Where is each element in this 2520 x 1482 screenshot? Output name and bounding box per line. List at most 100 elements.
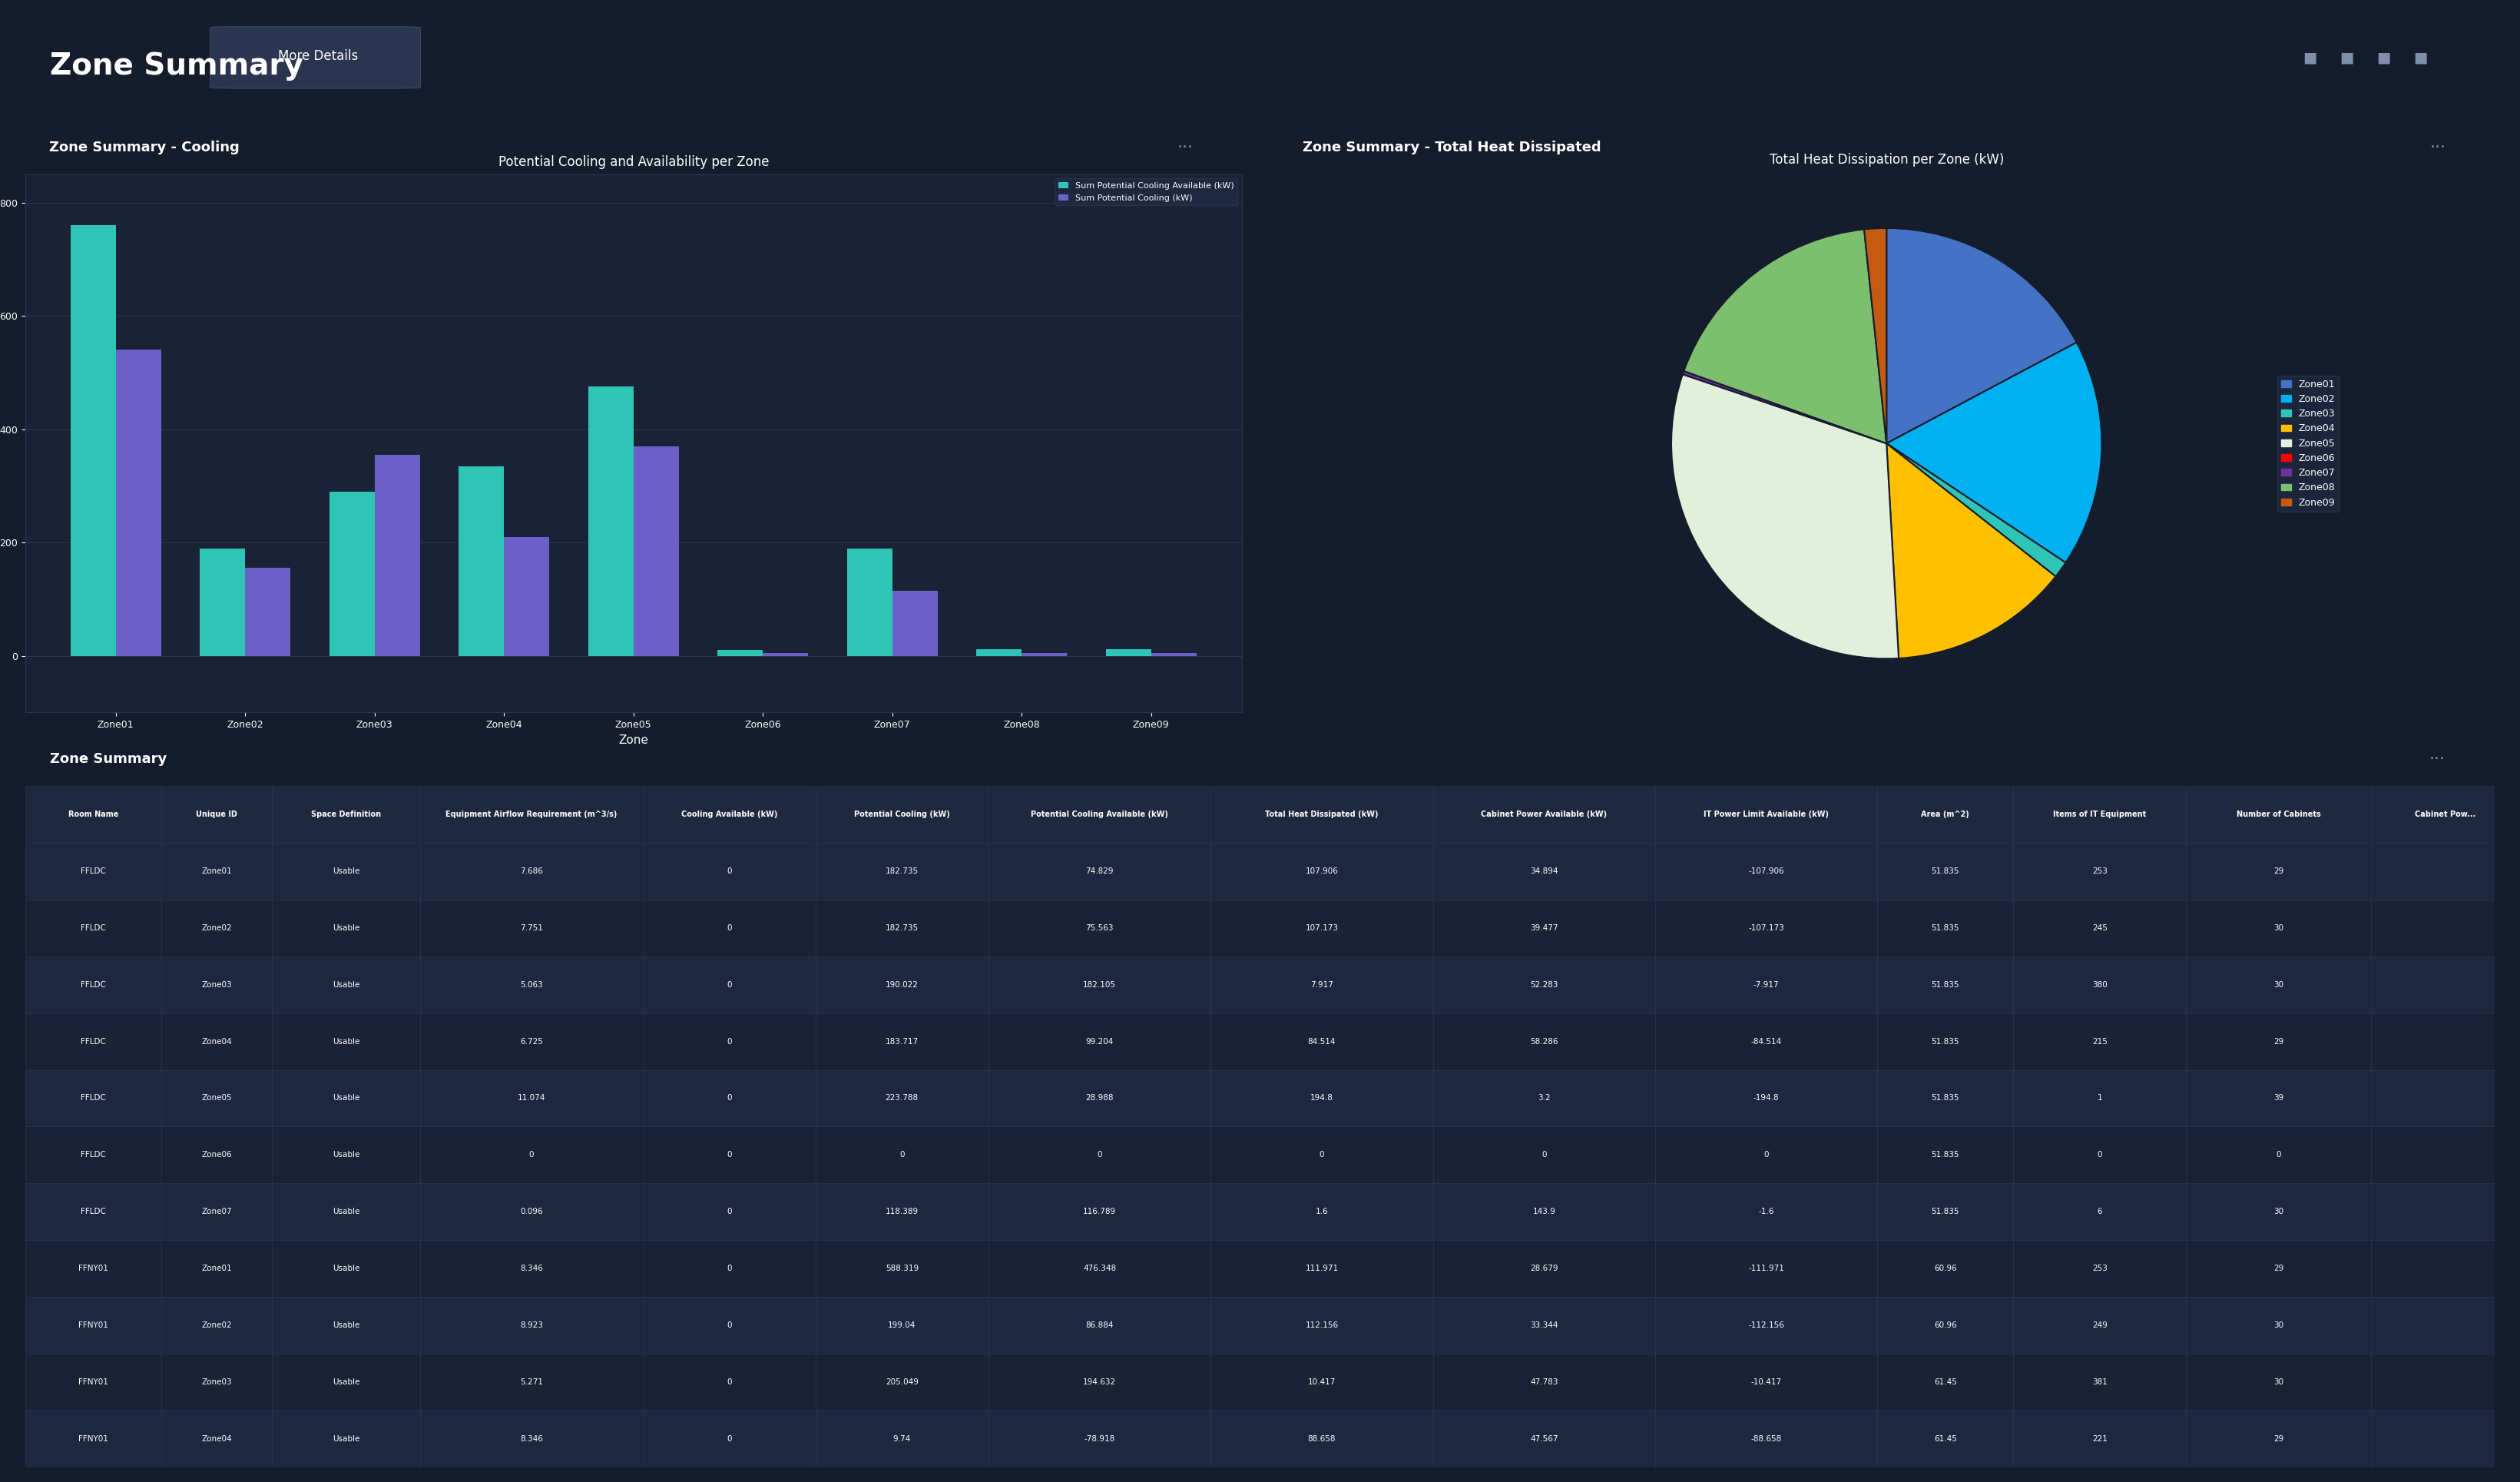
Text: -84.514: -84.514 <box>1751 1037 1782 1045</box>
Text: 8.923: 8.923 <box>519 1322 542 1329</box>
FancyBboxPatch shape <box>272 900 421 956</box>
Text: Usable: Usable <box>333 1208 360 1215</box>
FancyBboxPatch shape <box>1656 1297 1877 1353</box>
FancyBboxPatch shape <box>272 956 421 1014</box>
FancyBboxPatch shape <box>1656 1240 1877 1297</box>
Text: 0.096: 0.096 <box>519 1208 542 1215</box>
FancyBboxPatch shape <box>2185 785 2371 843</box>
Text: 0: 0 <box>726 925 731 932</box>
Wedge shape <box>1683 230 1887 443</box>
Text: Cooling Available (kW): Cooling Available (kW) <box>680 811 776 818</box>
Text: Cabinet Pow...: Cabinet Pow... <box>2414 811 2475 818</box>
Text: 221: 221 <box>2092 1435 2107 1442</box>
FancyBboxPatch shape <box>643 1353 816 1411</box>
FancyBboxPatch shape <box>988 1240 1210 1297</box>
FancyBboxPatch shape <box>421 1183 643 1240</box>
Text: Items of IT Equipment: Items of IT Equipment <box>2054 811 2147 818</box>
Text: 60.96: 60.96 <box>1933 1264 1956 1273</box>
FancyBboxPatch shape <box>816 900 988 956</box>
Text: 253: 253 <box>2092 1264 2107 1273</box>
Bar <box>504 536 549 657</box>
Text: 51.835: 51.835 <box>1930 1208 1961 1215</box>
Text: 39: 39 <box>2273 1094 2283 1103</box>
Text: -88.658: -88.658 <box>1751 1435 1782 1442</box>
FancyBboxPatch shape <box>421 843 643 900</box>
Text: ■: ■ <box>2303 50 2316 65</box>
FancyBboxPatch shape <box>2371 1126 2520 1183</box>
Text: Zone06: Zone06 <box>202 1152 232 1159</box>
FancyBboxPatch shape <box>2371 1353 2520 1411</box>
Bar <box>375 455 421 657</box>
FancyBboxPatch shape <box>2185 1240 2371 1297</box>
FancyBboxPatch shape <box>1434 900 1656 956</box>
FancyBboxPatch shape <box>272 1070 421 1126</box>
Text: Zone Summary: Zone Summary <box>50 753 166 766</box>
FancyBboxPatch shape <box>643 1014 816 1070</box>
FancyBboxPatch shape <box>816 785 988 843</box>
Text: 0: 0 <box>1320 1152 1323 1159</box>
Text: Area (m^2): Area (m^2) <box>1920 811 1971 818</box>
Text: 476.348: 476.348 <box>1084 1264 1116 1273</box>
FancyBboxPatch shape <box>816 1240 988 1297</box>
FancyBboxPatch shape <box>161 1240 272 1297</box>
FancyBboxPatch shape <box>161 956 272 1014</box>
FancyBboxPatch shape <box>2371 785 2520 843</box>
FancyBboxPatch shape <box>643 1183 816 1240</box>
Bar <box>199 548 244 657</box>
FancyBboxPatch shape <box>421 1126 643 1183</box>
Wedge shape <box>1671 375 1898 658</box>
FancyBboxPatch shape <box>1434 1297 1656 1353</box>
FancyBboxPatch shape <box>161 1070 272 1126</box>
FancyBboxPatch shape <box>2013 785 2185 843</box>
FancyBboxPatch shape <box>1434 1240 1656 1297</box>
FancyBboxPatch shape <box>988 900 1210 956</box>
FancyBboxPatch shape <box>25 900 161 956</box>
Text: Zone04: Zone04 <box>202 1435 232 1442</box>
Text: FFNY01: FFNY01 <box>78 1322 108 1329</box>
FancyBboxPatch shape <box>816 843 988 900</box>
FancyBboxPatch shape <box>1434 785 1656 843</box>
Text: ■: ■ <box>2376 50 2391 65</box>
Text: 588.319: 588.319 <box>885 1264 917 1273</box>
FancyBboxPatch shape <box>161 1411 272 1467</box>
FancyBboxPatch shape <box>1210 1240 1434 1297</box>
FancyBboxPatch shape <box>25 1240 161 1297</box>
Text: 0: 0 <box>726 1322 731 1329</box>
Text: Zone05: Zone05 <box>202 1094 232 1103</box>
Text: 118.389: 118.389 <box>885 1208 917 1215</box>
Text: 0: 0 <box>726 1094 731 1103</box>
Text: 1.6: 1.6 <box>1315 1208 1328 1215</box>
FancyBboxPatch shape <box>816 1297 988 1353</box>
FancyBboxPatch shape <box>1434 1126 1656 1183</box>
Text: 51.835: 51.835 <box>1930 1094 1961 1103</box>
Text: Usable: Usable <box>333 1037 360 1045</box>
FancyBboxPatch shape <box>161 1126 272 1183</box>
FancyBboxPatch shape <box>161 1297 272 1353</box>
Text: FFLDC: FFLDC <box>81 1152 106 1159</box>
FancyBboxPatch shape <box>1434 1411 1656 1467</box>
FancyBboxPatch shape <box>1877 1297 2013 1353</box>
Text: 30: 30 <box>2273 925 2283 932</box>
Text: ■: ■ <box>2339 50 2354 65</box>
Text: 61.45: 61.45 <box>1933 1378 1958 1386</box>
Bar <box>459 465 504 657</box>
Text: Usable: Usable <box>333 1152 360 1159</box>
FancyBboxPatch shape <box>421 1014 643 1070</box>
Text: 52.283: 52.283 <box>1530 981 1557 988</box>
FancyBboxPatch shape <box>2371 1240 2520 1297</box>
FancyBboxPatch shape <box>2013 956 2185 1014</box>
X-axis label: Zone: Zone <box>617 734 648 745</box>
FancyBboxPatch shape <box>161 843 272 900</box>
Text: FFLDC: FFLDC <box>81 925 106 932</box>
Text: 0: 0 <box>726 867 731 874</box>
Text: Potential Cooling Available (kW): Potential Cooling Available (kW) <box>1031 811 1169 818</box>
FancyBboxPatch shape <box>2013 1070 2185 1126</box>
FancyBboxPatch shape <box>1210 900 1434 956</box>
Text: 9.74: 9.74 <box>892 1435 910 1442</box>
Text: Usable: Usable <box>333 1378 360 1386</box>
Bar <box>587 387 633 657</box>
Text: 61.45: 61.45 <box>1933 1435 1958 1442</box>
FancyBboxPatch shape <box>161 1353 272 1411</box>
Text: 3.2: 3.2 <box>1537 1094 1550 1103</box>
Text: 74.829: 74.829 <box>1086 867 1114 874</box>
